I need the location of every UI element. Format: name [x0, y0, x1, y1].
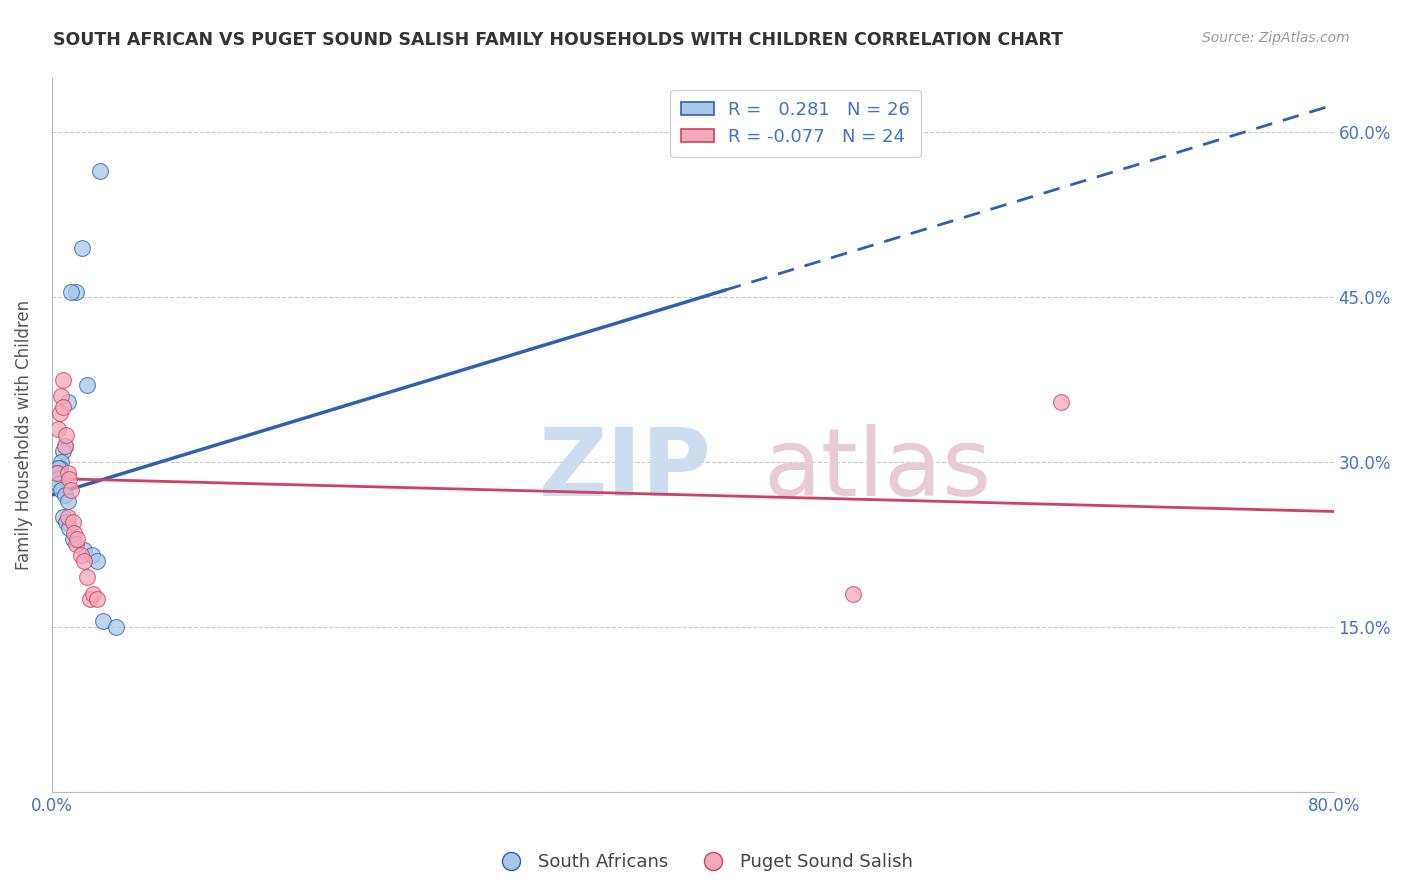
Point — [76, 570, 98, 584]
Text: Source: ZipAtlas.com: Source: ZipAtlas.com — [1202, 31, 1350, 45]
Point — [49, 406, 72, 420]
Point — [55, 516, 77, 530]
Point — [46, 422, 69, 436]
Point — [56, 493, 79, 508]
Text: SOUTH AFRICAN VS PUGET SOUND SALISH FAMILY HOUSEHOLDS WITH CHILDREN CORRELATION : SOUTH AFRICAN VS PUGET SOUND SALISH FAMI… — [53, 31, 1063, 49]
Point — [52, 510, 75, 524]
Point — [52, 400, 75, 414]
Point — [89, 164, 111, 178]
Point — [46, 477, 69, 491]
Point — [65, 537, 87, 551]
Point — [65, 285, 87, 299]
Point — [56, 510, 79, 524]
Point — [53, 488, 76, 502]
Point — [53, 439, 76, 453]
Point — [45, 466, 67, 480]
Point — [842, 587, 865, 601]
Point — [86, 592, 108, 607]
Point — [59, 285, 82, 299]
Point — [62, 516, 84, 530]
Point — [73, 543, 96, 558]
Point — [56, 466, 79, 480]
Point — [56, 394, 79, 409]
Point — [58, 521, 80, 535]
Y-axis label: Family Households with Children: Family Households with Children — [15, 300, 32, 570]
Text: atlas: atlas — [763, 425, 991, 516]
Point — [59, 483, 82, 497]
Point — [51, 455, 73, 469]
Point — [52, 444, 75, 458]
Point — [46, 460, 69, 475]
Point — [45, 466, 67, 480]
Point — [91, 615, 114, 629]
Point — [63, 526, 86, 541]
Point — [53, 439, 76, 453]
Point — [55, 427, 77, 442]
Point — [80, 549, 103, 563]
Point — [51, 483, 73, 497]
Point — [62, 532, 84, 546]
Legend: R =   0.281   N = 26, R = -0.077   N = 24: R = 0.281 N = 26, R = -0.077 N = 24 — [671, 90, 921, 157]
Point — [79, 592, 101, 607]
Point — [1050, 394, 1073, 409]
Point — [104, 620, 127, 634]
Point — [45, 471, 67, 485]
Point — [49, 460, 72, 475]
Point — [82, 587, 104, 601]
Point — [70, 241, 93, 255]
Point — [86, 554, 108, 568]
Point — [51, 389, 73, 403]
Point — [76, 378, 98, 392]
Point — [52, 373, 75, 387]
Text: ZIP: ZIP — [538, 425, 711, 516]
Legend: South Africans, Puget Sound Salish: South Africans, Puget Sound Salish — [485, 847, 921, 879]
Point — [58, 471, 80, 485]
Point — [66, 532, 89, 546]
Point — [69, 549, 91, 563]
Point — [73, 554, 96, 568]
